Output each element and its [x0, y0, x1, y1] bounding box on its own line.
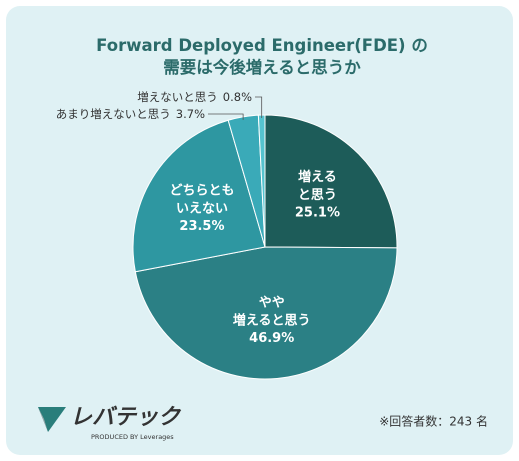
value-label: 0.8%	[223, 90, 252, 104]
outside-label: 増えないと思う 0.8%	[137, 90, 252, 104]
value-label: 25.1%	[295, 205, 340, 220]
logo-icon	[38, 407, 66, 432]
slice-label: どちらともいえない	[169, 183, 234, 216]
pie-slice	[134, 246, 398, 380]
slice-label: 増えると思う	[298, 168, 337, 202]
logo-text: レバテック	[70, 405, 182, 430]
value-label: 3.7%	[176, 107, 205, 121]
leader-line	[208, 113, 244, 120]
pie-slice	[264, 114, 398, 249]
slice-label: やや増えると思う	[233, 295, 311, 328]
slice-label: 増えないと思う	[137, 90, 218, 104]
logo-icon	[38, 407, 48, 432]
logo: レバテック PRODUCED BY Leverages	[38, 405, 182, 441]
outside-label: あまり増えないと思う 3.7%	[56, 107, 205, 121]
leader-line	[255, 96, 263, 119]
slice-label: あまり増えないと思う	[56, 107, 171, 121]
value-label: 46.9%	[249, 331, 294, 346]
logo-sub: PRODUCED BY Leverages	[91, 433, 174, 441]
value-label: 23.5%	[179, 219, 224, 234]
pie-slice	[132, 119, 266, 273]
note: ※回答者数：243 名	[379, 414, 488, 429]
chart-title: Forward Deployed Engineer(FDE) の需要は今後増える…	[96, 36, 428, 77]
